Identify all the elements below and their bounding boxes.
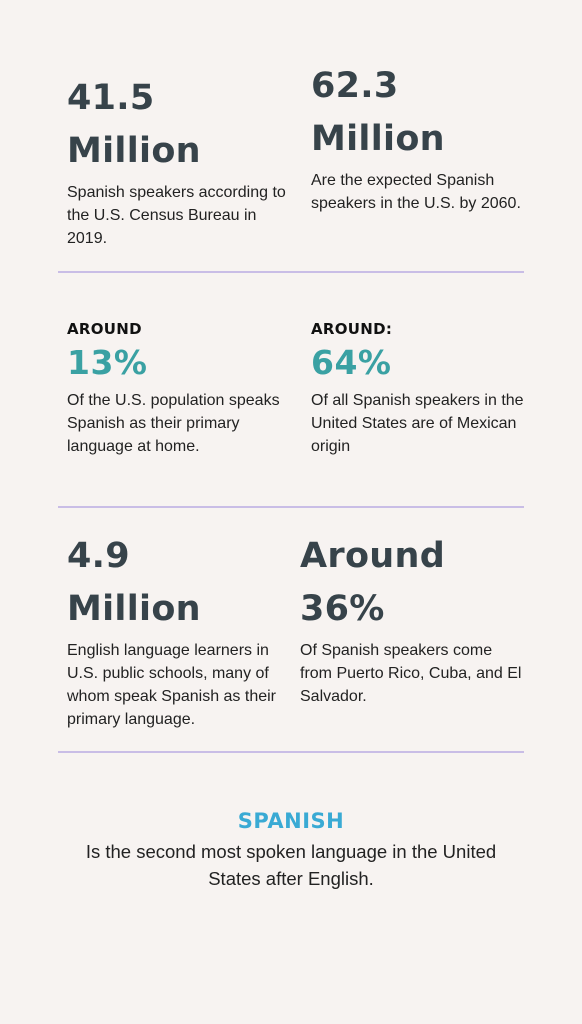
- stat-description: English language learners in U.S. public…: [67, 642, 276, 728]
- stat-kicker: AROUND: [67, 320, 142, 338]
- stat-description: Are the expected Spanish speakers in the…: [311, 172, 521, 212]
- stat-unit: Million: [67, 131, 201, 171]
- stat-41-5-million: 41.5 Million Spanish speakers according …: [67, 72, 292, 250]
- stat-unit: 36%: [300, 589, 385, 629]
- stat-number: Around: [300, 536, 446, 576]
- stat-description: Of all Spanish speakers in the United St…: [311, 392, 524, 455]
- stat-around-36-percent: Around 36% Of Spanish speakers come from…: [300, 530, 526, 708]
- footer-callout: SPANISH Is the second most spoken langua…: [58, 808, 524, 892]
- footer-text: Is the second most spoken language in th…: [85, 841, 497, 889]
- stat-description: Of the U.S. population speaks Spanish as…: [67, 392, 280, 455]
- stat-description: Spanish speakers according to the U.S. C…: [67, 184, 286, 247]
- stat-description: Of Spanish speakers come from Puerto Ric…: [300, 642, 522, 705]
- stat-around-64-percent: AROUND: 64% Of all Spanish speakers in t…: [311, 319, 526, 458]
- stat-number: 62.3: [311, 66, 399, 106]
- footer-title: SPANISH: [237, 809, 345, 833]
- stat-62-3-million: 62.3 Million Are the expected Spanish sp…: [311, 60, 526, 215]
- stat-unit: Million: [67, 589, 201, 629]
- stat-percent: 64%: [311, 343, 392, 382]
- stat-unit: Million: [311, 119, 445, 159]
- divider-2: [58, 506, 524, 508]
- stat-4-9-million: 4.9 Million English language learners in…: [67, 530, 292, 731]
- divider-1: [58, 271, 524, 273]
- divider-3: [58, 751, 524, 753]
- stat-number: 4.9: [67, 536, 130, 576]
- stat-percent: 13%: [67, 343, 148, 382]
- stat-number: 41.5: [67, 78, 155, 118]
- stat-kicker: AROUND:: [311, 320, 393, 338]
- stat-around-13-percent: AROUND 13% Of the U.S. population speaks…: [67, 319, 292, 458]
